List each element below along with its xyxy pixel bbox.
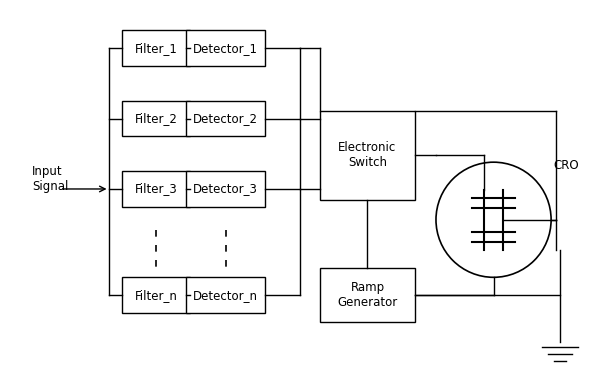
Bar [122, 171, 190, 207]
Bar [186, 101, 265, 137]
Text: Ramp
Generator: Ramp Generator [337, 281, 398, 309]
Text: Detector_2: Detector_2 [193, 112, 258, 125]
Text: Detector_3: Detector_3 [193, 183, 258, 195]
Text: Filter_1: Filter_1 [134, 42, 178, 55]
Text: Filter_n: Filter_n [134, 289, 178, 302]
Bar [122, 101, 190, 137]
Text: Filter_2: Filter_2 [134, 112, 178, 125]
Text: Detector_n: Detector_n [193, 289, 258, 302]
Bar [186, 171, 265, 207]
Text: Detector_1: Detector_1 [193, 42, 258, 55]
Bar [122, 277, 190, 313]
Text: Input
Signal: Input Signal [32, 165, 68, 193]
Bar [320, 268, 415, 323]
Bar [320, 110, 415, 200]
Bar [122, 30, 190, 66]
Text: Filter_3: Filter_3 [135, 183, 178, 195]
Bar [186, 277, 265, 313]
Text: Electronic
Switch: Electronic Switch [338, 141, 397, 169]
Text: CRO: CRO [553, 158, 579, 171]
Bar [186, 30, 265, 66]
